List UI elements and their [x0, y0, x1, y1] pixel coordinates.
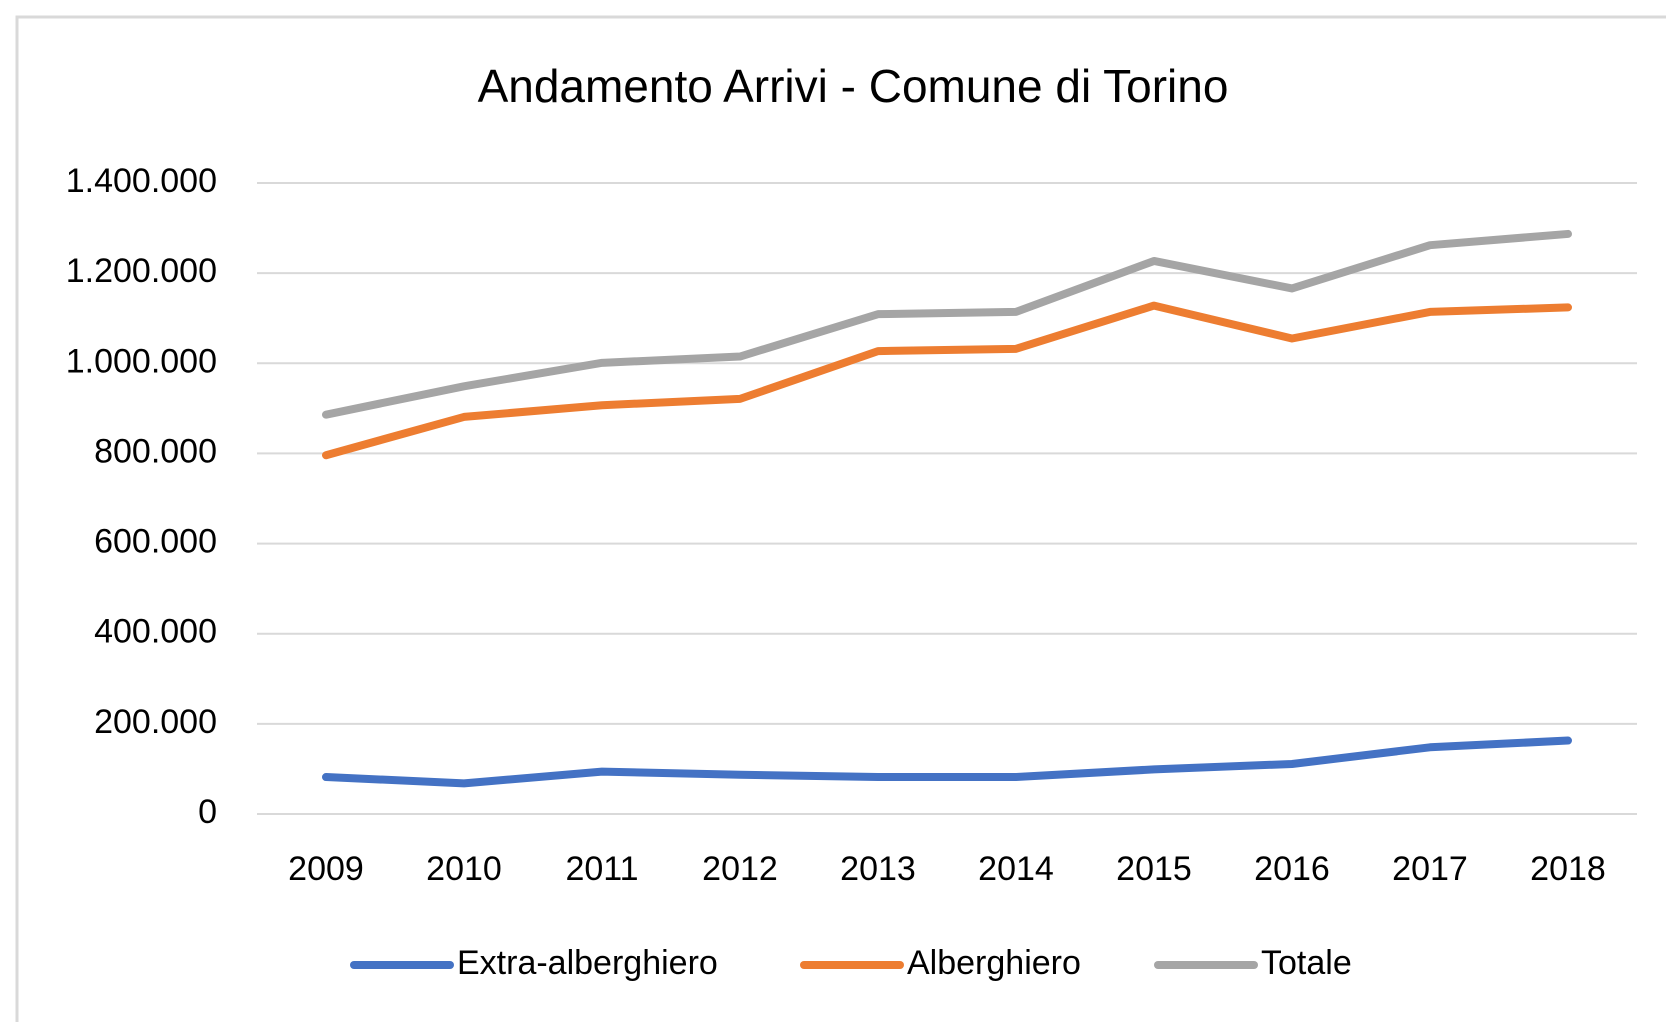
x-tick-label: 2013	[840, 850, 916, 888]
y-tick-label: 1.200.000	[66, 252, 217, 290]
x-tick-label: 2018	[1530, 850, 1606, 888]
legend-label: Totale	[1261, 944, 1352, 982]
legend-label: Extra-alberghiero	[457, 944, 718, 982]
x-tick-label: 2010	[426, 850, 502, 888]
x-tick-label: 2009	[288, 850, 364, 888]
x-tick-label: 2014	[978, 850, 1054, 888]
series-line	[322, 736, 1572, 788]
y-tick-label: 400.000	[94, 613, 217, 651]
legend-label: Alberghiero	[907, 944, 1081, 982]
x-tick-label: 2017	[1392, 850, 1468, 888]
y-tick-label: 600.000	[94, 523, 217, 561]
y-tick-label: 1.400.000	[66, 162, 217, 200]
y-tick-label: 1.000.000	[66, 342, 217, 380]
series-line	[322, 301, 1572, 460]
chart-frame	[15, 15, 1666, 1022]
x-tick-label: 2011	[565, 850, 638, 888]
y-tick-label: 800.000	[94, 432, 217, 470]
y-tick-label: 200.000	[94, 703, 217, 741]
x-tick-label: 2012	[702, 850, 778, 888]
x-tick-label: 2016	[1254, 850, 1330, 888]
chart-title: Andamento Arrivi - Comune di Torino	[478, 60, 1229, 112]
x-tick-label: 2015	[1116, 850, 1192, 888]
series-line	[322, 229, 1572, 419]
y-tick-label: 0	[198, 793, 217, 831]
